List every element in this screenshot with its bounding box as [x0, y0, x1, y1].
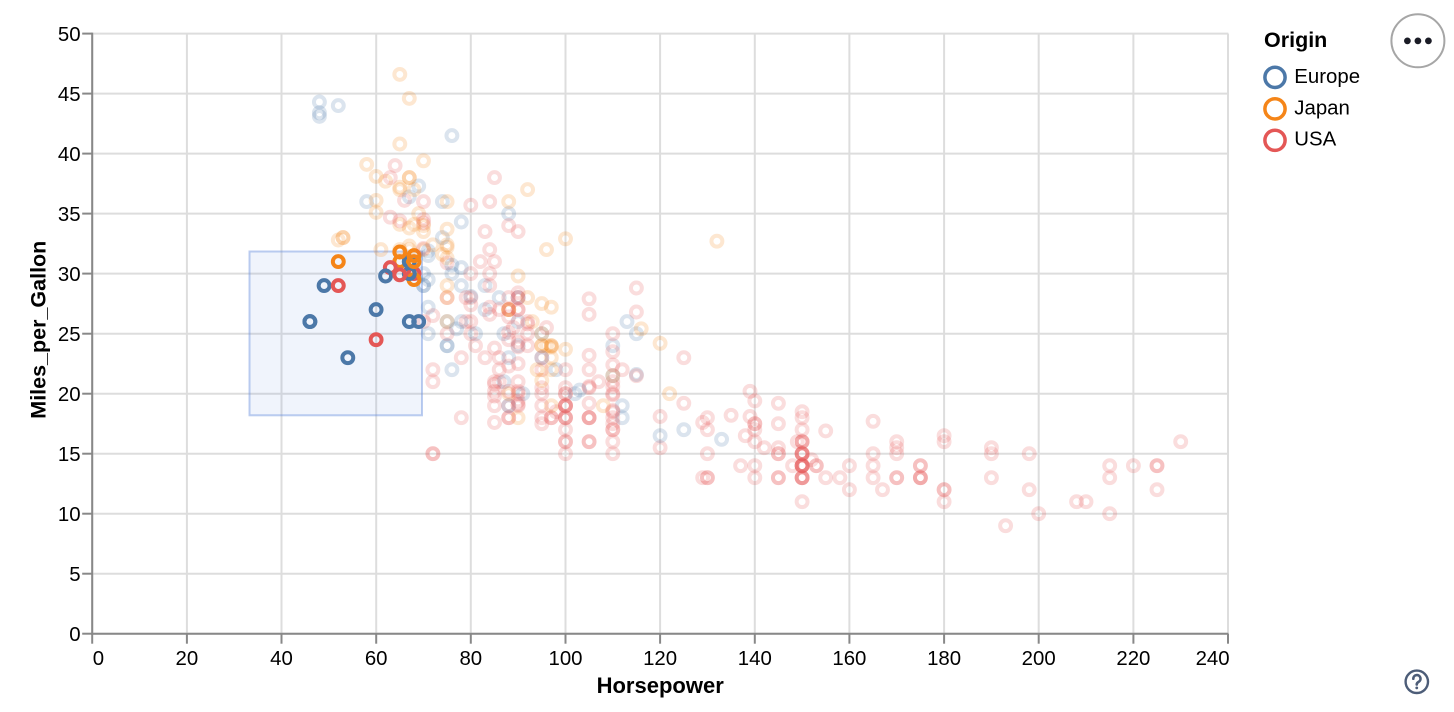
svg-text:5: 5 — [69, 564, 80, 586]
svg-text:0: 0 — [69, 624, 80, 646]
svg-text:80: 80 — [459, 648, 482, 670]
svg-text:45: 45 — [58, 84, 81, 106]
svg-text:Horsepower: Horsepower — [597, 673, 725, 698]
svg-text:200: 200 — [1022, 648, 1056, 670]
svg-text:25: 25 — [58, 324, 81, 346]
svg-text:160: 160 — [832, 648, 866, 670]
svg-text:120: 120 — [643, 648, 677, 670]
svg-text:220: 220 — [1116, 648, 1150, 670]
svg-text:50: 50 — [58, 24, 81, 46]
svg-text:Europe: Europe — [1294, 66, 1360, 88]
svg-text:40: 40 — [58, 144, 81, 166]
svg-text:140: 140 — [738, 648, 772, 670]
svg-text:240: 240 — [1196, 648, 1230, 670]
svg-text:USA: USA — [1294, 129, 1336, 151]
svg-text:100: 100 — [548, 648, 582, 670]
svg-text:20: 20 — [176, 648, 199, 670]
svg-text:15: 15 — [58, 444, 81, 466]
svg-text:Miles_per_Gallon: Miles_per_Gallon — [26, 241, 50, 419]
svg-text:40: 40 — [270, 648, 293, 670]
svg-text:20: 20 — [58, 384, 81, 406]
svg-text:35: 35 — [58, 204, 81, 226]
svg-text:Japan: Japan — [1294, 97, 1350, 119]
svg-text:Origin: Origin — [1264, 28, 1327, 52]
svg-text:0: 0 — [93, 648, 104, 670]
svg-text:60: 60 — [365, 648, 388, 670]
svg-text:30: 30 — [58, 264, 81, 286]
svg-text:10: 10 — [58, 504, 81, 526]
svg-text:180: 180 — [927, 648, 961, 670]
